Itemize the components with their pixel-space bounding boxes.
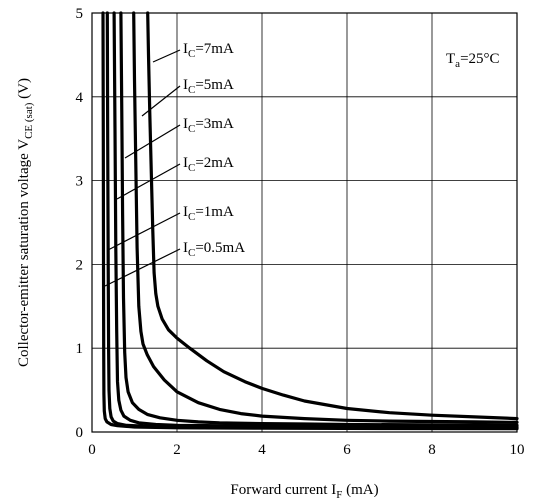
label-leader-line bbox=[107, 212, 181, 251]
curves bbox=[101, 11, 519, 431]
x-tick-label: 2 bbox=[173, 442, 181, 458]
y-tick-label: 4 bbox=[76, 90, 84, 106]
label-leader-line bbox=[124, 124, 181, 159]
label-leader-line bbox=[104, 248, 181, 287]
condition-label: Ta=25°C bbox=[446, 51, 500, 70]
x-tick-label: 6 bbox=[343, 442, 351, 458]
x-tick-label: 4 bbox=[258, 442, 266, 458]
series-line-5 bbox=[105, 11, 519, 430]
x-tick-label: 10 bbox=[510, 442, 525, 458]
y-tick-label: 1 bbox=[76, 341, 84, 357]
series-label: IC=2mA bbox=[183, 155, 234, 174]
series-label: IC=0.5mA bbox=[183, 240, 245, 259]
curve-labels: IC=7mA IC=5mA IC=3mA IC=2mA IC=1mA IC=0.5mA bbox=[104, 41, 245, 287]
series-line-3 bbox=[119, 11, 519, 427]
series-label: IC=1mA bbox=[183, 204, 234, 223]
y-tick-label: 3 bbox=[76, 174, 84, 190]
series-label: IC=5mA bbox=[183, 77, 234, 96]
tick-labels: 0 2 4 6 8 10 0 1 2 3 4 5 bbox=[76, 6, 525, 458]
x-tick-label: 8 bbox=[428, 442, 436, 458]
series-label: IC=3mA bbox=[183, 116, 234, 135]
y-tick-label: 0 bbox=[76, 425, 84, 441]
series-label: IC=7mA bbox=[183, 41, 234, 60]
label-leader-line bbox=[152, 49, 181, 63]
plot-frame bbox=[91, 12, 518, 433]
label-leader-line bbox=[141, 85, 181, 117]
y-axis-label: Collector-emitter saturation voltage VCE… bbox=[16, 78, 35, 367]
series-line-1 bbox=[146, 11, 519, 421]
y-tick-label: 5 bbox=[76, 6, 84, 22]
y-tick-label: 2 bbox=[76, 257, 84, 273]
x-axis-label: Forward current IF (mA) bbox=[230, 482, 378, 500]
series-line-2 bbox=[132, 11, 519, 424]
series-line-4 bbox=[112, 11, 519, 429]
series-line-6 bbox=[101, 11, 519, 431]
x-tick-label: 0 bbox=[88, 442, 96, 458]
label-leader-line bbox=[116, 163, 181, 200]
